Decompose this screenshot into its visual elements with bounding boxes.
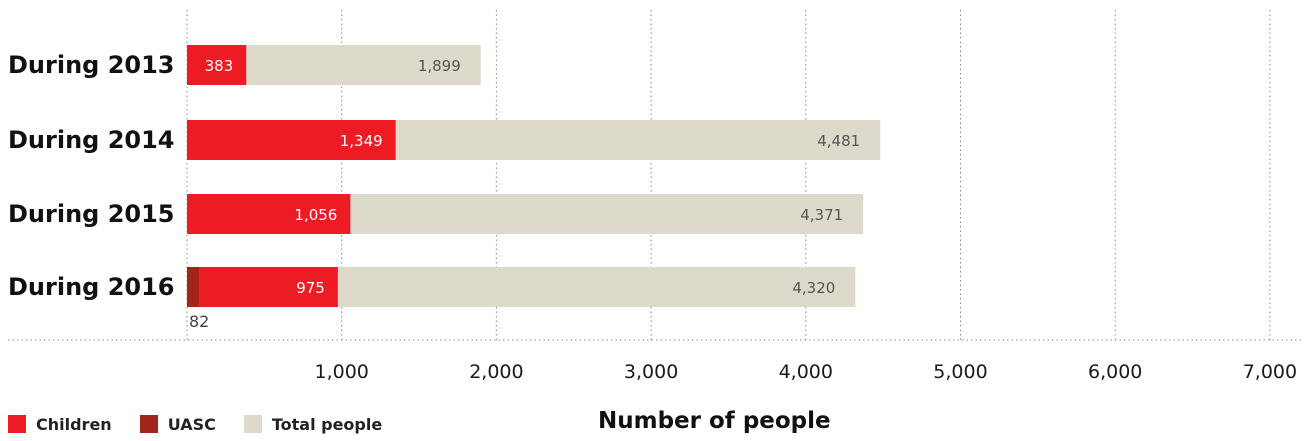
- data-label-total-during-2016: 4,320: [792, 279, 835, 297]
- bar-children-during-2014: [187, 120, 396, 160]
- x-tick-label-4000: 4,000: [779, 361, 833, 383]
- data-label-children-during-2013: 383: [205, 57, 234, 75]
- x-tick-label-2000: 2,000: [469, 361, 523, 383]
- legend-label-children: Children: [36, 414, 112, 434]
- legend-label-uasc: UASC: [167, 414, 216, 434]
- data-label-children-during-2015: 1,056: [294, 206, 337, 224]
- category-label-during-2013: During 2013: [8, 51, 175, 79]
- legend-item-total-people: Total people: [243, 414, 383, 434]
- data-label-children-during-2014: 1,349: [340, 132, 383, 150]
- data-label-total-during-2013: 1,899: [418, 57, 461, 75]
- legend: Children UASC Total people: [8, 412, 410, 436]
- x-axis-title: Number of people: [598, 408, 831, 434]
- x-tick-label-7000: 7,000: [1243, 361, 1297, 383]
- x-tick-label-6000: 6,000: [1088, 361, 1142, 383]
- legend-item-uasc: UASC: [139, 414, 216, 434]
- category-label-during-2015: During 2015: [8, 200, 175, 228]
- bar-children-during-2015: [187, 194, 351, 234]
- data-label-uasc-during-2016: 82: [189, 312, 209, 331]
- x-tick-label-1000: 1,000: [314, 361, 368, 383]
- data-label-children-during-2016: 975: [296, 279, 325, 297]
- x-tick-label-5000: 5,000: [933, 361, 987, 383]
- legend-swatch-children: [8, 415, 26, 433]
- x-tick-label-3000: 3,000: [624, 361, 678, 383]
- bar-children-during-2013: [187, 45, 247, 85]
- legend-label-total-people: Total people: [271, 414, 383, 434]
- bar-children-during-2016: [199, 267, 338, 307]
- data-label-total-during-2015: 4,371: [800, 206, 843, 224]
- legend-swatch-uasc: [139, 415, 158, 433]
- legend-item-children: Children: [8, 415, 112, 434]
- data-label-total-during-2014: 4,481: [817, 132, 860, 150]
- category-label-during-2016: During 2016: [8, 273, 175, 301]
- category-label-during-2014: During 2014: [8, 126, 175, 154]
- legend-swatch-total-people: [243, 415, 262, 433]
- bar-uasc-during-2016: [187, 267, 200, 307]
